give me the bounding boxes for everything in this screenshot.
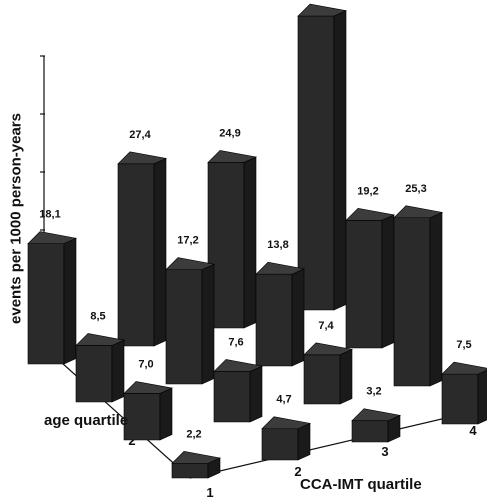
bar-front-face <box>261 428 299 461</box>
bar-side-face <box>153 157 167 347</box>
bar-side-face <box>249 365 263 423</box>
bar-front-face <box>303 354 341 405</box>
x-axis-line <box>189 409 481 479</box>
bar-front-face <box>165 269 203 385</box>
bar-value-label: 17,2 <box>177 235 198 247</box>
bar-top-face <box>351 408 402 422</box>
bar-front-face <box>345 220 383 349</box>
bar-value-label: 24,9 <box>219 127 240 139</box>
bar-top-face <box>165 257 216 270</box>
bar-side-face <box>159 387 173 441</box>
bar-side-face <box>63 237 77 365</box>
bar <box>351 408 402 443</box>
bar-front-face <box>117 163 155 347</box>
bar-value-label: 27,4 <box>129 129 151 141</box>
bar-front-face <box>171 463 209 479</box>
x-tick-label: 2 <box>294 464 301 479</box>
bar-top-face <box>117 151 168 165</box>
bar-top-face <box>261 416 312 430</box>
bar-top-face <box>207 150 258 163</box>
bar-value-label: 18,1 <box>39 209 60 221</box>
bar <box>393 205 444 387</box>
bar-top-face <box>171 451 222 464</box>
bar-value-label: 13,8 <box>267 239 288 251</box>
age-axis-line <box>41 344 191 479</box>
bar-value-label: 7,6 <box>228 336 243 348</box>
bar-top-face <box>441 361 487 375</box>
bar-side-face <box>243 156 257 329</box>
bar-top-face <box>303 342 354 356</box>
bar-front-face <box>27 243 65 365</box>
bar-value-label: 8,5 <box>90 310 105 322</box>
x-tick-label: 4 <box>469 423 477 438</box>
x-tick-label: 3 <box>381 444 388 459</box>
y-axis-title: events per 1000 person-years <box>7 113 25 324</box>
bar-top-face <box>27 231 78 244</box>
data-labels: 18,127,424,944,28,517,213,819,27,07,67,4… <box>39 127 471 440</box>
bar-top-face <box>213 359 264 372</box>
bar <box>441 361 487 425</box>
bar-front-face <box>393 217 431 387</box>
age-axis-title: age quartile <box>44 412 129 429</box>
bar-top-face <box>123 381 174 394</box>
x-axis-title: CCA-IMT quartile <box>300 476 422 493</box>
bar <box>171 451 222 479</box>
bar-front-face <box>351 420 389 443</box>
bar-value-label: 7,5 <box>456 339 471 351</box>
bar-value-label: 19,2 <box>357 185 378 197</box>
bar <box>165 257 216 385</box>
bar-value-label: 25,3 <box>405 183 426 195</box>
bar-side-face <box>333 10 347 311</box>
bar-side-face <box>429 211 443 387</box>
bar-top-face <box>75 333 126 346</box>
bar-value-label: 2,2 <box>186 428 201 440</box>
bar-front-face <box>123 393 161 441</box>
bar <box>255 261 306 367</box>
bar-front-face <box>441 373 479 425</box>
bar-value-label: 3,2 <box>366 386 381 398</box>
bar <box>75 333 126 403</box>
bar-front-face <box>255 273 293 367</box>
bar-side-face <box>477 369 487 425</box>
x-tick-label: 1 <box>206 485 213 500</box>
bar <box>27 231 78 365</box>
bar-side-face <box>201 263 215 385</box>
bar <box>261 416 312 461</box>
bar-front-face <box>75 345 113 403</box>
bars <box>27 3 487 479</box>
bar-side-face <box>291 268 305 367</box>
bar <box>213 359 264 423</box>
bar <box>303 342 354 405</box>
bar <box>117 151 168 347</box>
bar-side-face <box>111 339 125 403</box>
bar-side-face <box>339 348 353 405</box>
bar-front-face <box>297 15 335 311</box>
bar-top-face <box>297 3 348 17</box>
bar-front-face <box>213 371 251 423</box>
bar-value-label: 7,4 <box>318 320 334 332</box>
bar-top-face <box>393 205 444 219</box>
bar-top-face <box>255 261 306 275</box>
bar-top-face <box>345 207 396 221</box>
bar-side-face <box>381 214 395 349</box>
bar-value-label: 7,0 <box>138 358 153 370</box>
age-tick-label: 2 <box>128 433 135 448</box>
bar-value-label: 4,7 <box>276 394 291 406</box>
bar <box>345 207 396 349</box>
bar <box>207 150 258 329</box>
bar <box>297 3 348 311</box>
bar <box>123 381 174 441</box>
bar-side-face <box>297 422 311 461</box>
